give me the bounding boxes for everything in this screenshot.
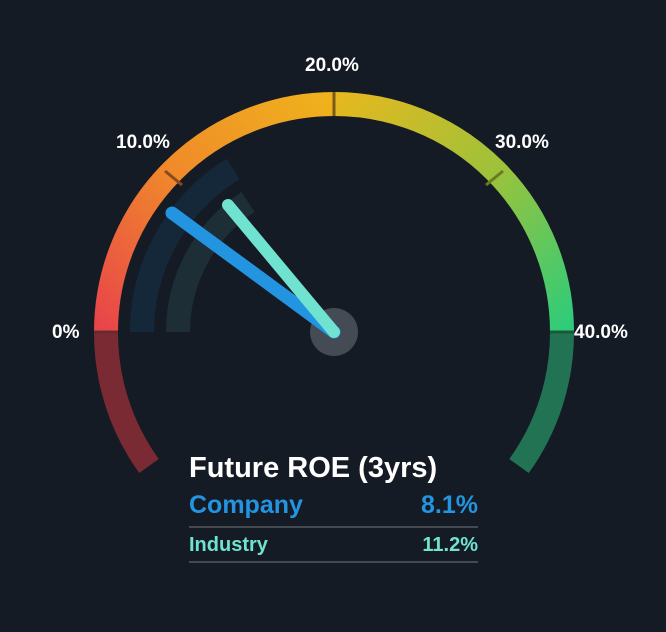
tick-label-0: 0% [52,322,80,343]
legend-company-row: Company 8.1% [189,491,478,528]
legend-industry-row: Industry 11.2% [189,528,478,563]
tick-label-20: 20.0% [305,55,359,76]
company-needle [165,206,341,339]
industry-value: 11.2% [422,534,478,556]
company-band [130,158,240,333]
tick-label-40: 40.0% [574,322,628,343]
industry-needle [222,199,340,338]
company-label: Company [189,491,303,519]
gauge-high-extension [509,331,575,474]
industry-label: Industry [189,534,268,556]
legend: Future ROE (3yrs) Company 8.1% Industry … [189,452,478,563]
company-value: 8.1% [421,491,478,519]
chart-title: Future ROE (3yrs) [189,452,438,484]
tick-label-30: 30.0% [495,132,549,153]
gauge-low-extension [93,331,159,474]
tick-label-10: 10.0% [116,132,170,153]
